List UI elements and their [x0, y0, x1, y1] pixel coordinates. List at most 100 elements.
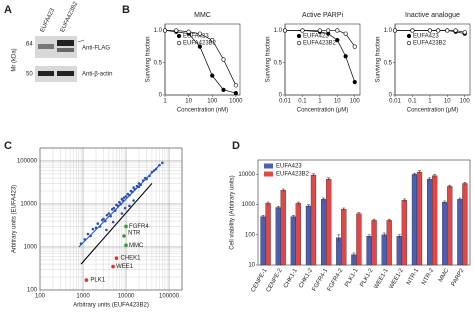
lane-label: EUFA423B2	[60, 0, 80, 33]
data-point	[107, 212, 111, 215]
data-point	[317, 28, 322, 33]
x-tick-label: 100	[35, 294, 46, 300]
error-bar	[417, 170, 421, 174]
data-point	[462, 30, 467, 35]
y-tick-label: 0	[279, 93, 283, 99]
antibody-label: Anti-FLAG	[82, 46, 110, 52]
data-point	[91, 227, 95, 231]
x-axis-label: Concentration (nM)	[177, 108, 228, 114]
x-tick-label: NTR-1	[406, 267, 420, 286]
chart-title: Active PARPi	[302, 12, 344, 19]
x-tick-label: 100000	[159, 294, 180, 300]
chart-title: Inactive analogue	[405, 12, 460, 19]
x-tick-label: 1000	[229, 99, 243, 105]
error-bar	[443, 200, 447, 204]
y-tick-label: 10000	[20, 202, 37, 208]
bar	[366, 236, 372, 266]
data-point	[326, 28, 331, 33]
marker-label: 64	[26, 42, 33, 48]
data-point	[392, 28, 398, 33]
data-point	[162, 28, 168, 33]
data-point	[343, 31, 348, 36]
y-tick-label: 0	[389, 93, 393, 99]
x-tick-label: 10000	[118, 294, 135, 300]
legend-marker	[406, 33, 412, 39]
x-tick-label: WEE1-1	[373, 267, 390, 290]
highlight-point	[84, 278, 89, 282]
bar	[416, 171, 423, 266]
x-tick-label: 0.01	[279, 99, 291, 105]
data-point	[197, 44, 202, 49]
band	[57, 71, 74, 76]
error-bar	[382, 232, 386, 237]
bar	[411, 174, 418, 266]
panel-label: B	[122, 4, 130, 16]
point-label: PLK1	[90, 278, 105, 284]
bar	[275, 207, 281, 266]
bar	[260, 216, 266, 266]
data-point	[197, 31, 202, 36]
x-tick-label: PARP2	[451, 267, 466, 287]
bar	[320, 199, 327, 266]
error-bar	[433, 174, 437, 178]
axis-label: Mr (kDa)	[12, 48, 18, 71]
point-label: WEE1	[116, 264, 134, 270]
bar	[462, 183, 468, 266]
bar	[305, 205, 312, 266]
y-tick-label: 0.5	[384, 60, 393, 66]
x-tick-label: PLK1-2	[359, 267, 375, 288]
data-point	[210, 38, 215, 43]
data-point	[352, 44, 357, 49]
data-point	[410, 28, 415, 33]
x-tick-label: WEE1-2	[389, 267, 406, 290]
arrow	[77, 39, 85, 43]
x-tick-label: 1	[318, 99, 322, 105]
bar	[325, 178, 332, 266]
data-point	[96, 222, 100, 225]
legend-label: EUFA423	[276, 164, 302, 170]
data-point	[86, 232, 90, 236]
y-axis-label: Cell viability (Arbitrary units)	[230, 175, 236, 249]
bar	[431, 175, 438, 266]
data-point	[123, 206, 127, 210]
data-point	[186, 29, 191, 34]
error-bar	[397, 234, 401, 238]
x-tick-label: 100	[350, 99, 361, 105]
legend-label: EUFA423	[413, 34, 439, 40]
data-point	[343, 54, 348, 59]
legend-label: EUFA423B2	[303, 41, 337, 47]
legend-swatch	[264, 163, 273, 169]
legend-label: EUFA423	[183, 34, 209, 40]
x-tick-label: 1	[428, 99, 432, 105]
data-point	[120, 212, 124, 215]
data-point	[111, 220, 115, 224]
bar	[386, 220, 392, 266]
bar	[356, 213, 362, 266]
data-point	[132, 199, 135, 202]
error-bar	[463, 181, 467, 185]
data-point	[445, 28, 450, 33]
error-bar	[337, 234, 341, 242]
y-tick-label: 1000	[24, 245, 38, 251]
fit-line	[78, 164, 160, 248]
y-tick-label: 1.0	[274, 28, 283, 34]
x-tick-label: MMC	[438, 267, 451, 283]
data-point	[335, 38, 340, 43]
x-axis-label: Arbitrary units (EUFA423B2)	[73, 303, 149, 309]
y-axis-label: Surviving fraction	[146, 36, 152, 82]
error-bar	[387, 218, 391, 222]
bar	[265, 203, 271, 266]
data-point	[128, 204, 131, 208]
data-point	[352, 79, 357, 85]
highlight-point	[111, 264, 115, 269]
legend-label: EUFA423	[303, 34, 329, 40]
bar	[396, 236, 403, 266]
y-tick-label: 0.5	[274, 60, 283, 66]
y-tick-label: 10000	[238, 172, 255, 178]
fit-line	[80, 183, 153, 265]
error-bar	[372, 218, 376, 222]
x-tick-label: 0.1	[298, 99, 307, 105]
error-bar	[261, 215, 265, 219]
x-tick-label: CHK1-2	[298, 267, 314, 289]
legend-marker	[176, 40, 182, 46]
